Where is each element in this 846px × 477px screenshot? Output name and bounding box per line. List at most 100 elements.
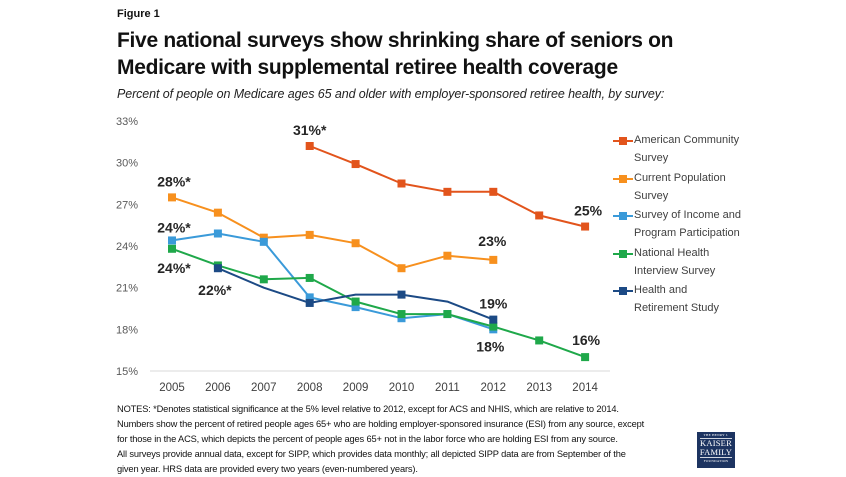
legend-swatch-hrs: [613, 286, 633, 296]
logo-line-1: THE HENRY J.: [703, 433, 729, 437]
kaiser-family-foundation-logo: THE HENRY J. KAISER FAMILY FOUNDATION: [697, 432, 735, 468]
data-point-marker: [443, 310, 452, 319]
legend-label-hrs: Health and Retirement Study: [634, 284, 719, 314]
data-label: 16%: [572, 332, 601, 348]
x-tick-label: 2010: [389, 382, 415, 394]
chart-notes: NOTES: *Denotes statistical significance…: [117, 402, 717, 477]
y-axis: 15% 18% 21% 24% 27% 30% 33%: [116, 116, 138, 378]
x-tick-label: 2011: [435, 382, 460, 394]
data-point-marker: [443, 187, 452, 196]
data-point-marker: [489, 255, 498, 264]
legend-swatch-sipp: [613, 211, 633, 221]
data-point-marker: [351, 303, 360, 312]
x-axis: 2005 2006 2007 2008 2009 2010 2011 2012 2013 2014: [159, 382, 598, 394]
legend-label-acs: American Community Survey: [634, 134, 740, 164]
data-point-marker: [259, 233, 268, 242]
logo-line-3: FAMILY: [699, 447, 733, 457]
data-label: 24%*: [157, 260, 191, 276]
data-label: 22%*: [198, 282, 232, 298]
logo-line-2: KAISER: [700, 438, 732, 448]
series-markers: [168, 142, 590, 362]
series-line-american-community-survey: [309, 145, 586, 228]
data-point-marker: [397, 179, 406, 188]
x-tick-label: 2013: [526, 382, 552, 394]
data-point-marker: [213, 229, 222, 238]
chart-subtitle: Percent of people on Medicare ages 65 an…: [117, 87, 665, 101]
data-point-marker: [305, 142, 314, 150]
data-point-marker: [259, 237, 268, 246]
legend-item-cps: Current Population Survey: [613, 169, 813, 207]
x-tick-label: 2009: [343, 382, 369, 394]
legend-label-cps: Current Population Survey: [634, 171, 726, 202]
data-label: 28%*: [157, 173, 191, 189]
logo-line-4: FOUNDATION: [703, 459, 729, 463]
data-point-marker: [397, 290, 406, 299]
legend-item-hrs: Health and Retirement Study: [613, 281, 813, 319]
data-point-marker: [397, 264, 406, 273]
data-label: 18%: [476, 338, 505, 354]
data-point-marker: [305, 230, 314, 239]
x-tick-label: 2014: [572, 382, 598, 394]
data-point-marker: [535, 211, 544, 220]
logo-rule: [700, 438, 732, 439]
legend-swatch-acs: [613, 136, 633, 146]
notes-line-5: given year. HRS data are provided every …: [117, 464, 418, 474]
data-label: 23%: [478, 233, 507, 249]
chart-legend: American Community Survey Current Popula…: [613, 131, 813, 319]
legend-item-sipp: Survey of Income and Program Participati…: [613, 206, 813, 244]
data-point-marker: [489, 322, 498, 331]
notes-line-1: NOTES: *Denotes statistical significance…: [117, 404, 619, 414]
chart-title: Five national surveys show shrinking sha…: [117, 27, 817, 81]
y-tick-label: 21%: [116, 283, 138, 295]
y-tick-label: 27%: [116, 199, 138, 211]
chart-title-line-2: Medicare with supplemental retiree healt…: [117, 56, 618, 79]
y-tick-label: 30%: [116, 158, 138, 170]
data-point-marker: [305, 273, 314, 282]
x-tick-label: 2008: [297, 382, 323, 394]
chart-title-line-1: Five national surveys show shrinking sha…: [117, 29, 674, 52]
data-point-marker: [213, 208, 222, 217]
data-point-marker: [351, 160, 360, 169]
data-point-marker: [397, 314, 406, 323]
data-label: 25%: [574, 203, 603, 219]
data-point-marker: [489, 315, 498, 324]
data-point-marker: [535, 336, 544, 345]
series-line-health-and-retirement-study: [217, 267, 494, 321]
data-point-marker: [305, 293, 314, 302]
legend-label-sipp: Survey of Income and Program Participati…: [634, 209, 742, 239]
legend-marker-icon: [619, 287, 627, 295]
data-label: 24%*: [157, 219, 191, 235]
y-tick-label: 24%: [116, 241, 138, 253]
data-point-marker: [305, 298, 314, 307]
y-tick-label: 33%: [116, 116, 138, 128]
data-point-marker: [397, 310, 406, 319]
data-point-marker: [168, 236, 176, 245]
data-point-marker: [581, 222, 590, 231]
data-point-marker: [351, 297, 360, 306]
notes-line-3: for those in the ACS, which depicts the …: [117, 434, 618, 444]
x-tick-label: 2007: [251, 382, 277, 394]
x-tick-label: 2012: [481, 382, 507, 394]
y-tick-label: 15%: [116, 366, 138, 378]
legend-swatch-cps: [613, 174, 633, 184]
data-label: 31%*: [293, 122, 327, 138]
data-labels: 31%* 25% 28%* 23% 24%* 18% 24%* 16% 22%* 19%: [157, 122, 602, 354]
y-tick-label: 18%: [116, 324, 138, 336]
data-point-marker: [443, 251, 452, 260]
figure-label: Figure 1: [117, 8, 160, 20]
data-point-marker: [351, 239, 360, 248]
legend-item-acs: American Community Survey: [613, 131, 813, 169]
data-point-marker: [489, 187, 498, 196]
legend-marker-icon: [619, 174, 627, 183]
x-tick-label: 2005: [159, 382, 185, 394]
data-point-marker: [581, 353, 590, 362]
series-line-current-population-survey: [171, 196, 494, 270]
data-label: 19%: [479, 296, 508, 312]
legend-item-nhis: National Health Interview Survey: [613, 244, 813, 282]
legend-marker-icon: [619, 137, 627, 145]
notes-line-4: All surveys provide annual data, except …: [117, 449, 626, 459]
legend-marker-icon: [619, 249, 627, 258]
legend-swatch-nhis: [613, 249, 633, 259]
notes-line-2: Numbers show the percent of retired peop…: [117, 419, 645, 429]
